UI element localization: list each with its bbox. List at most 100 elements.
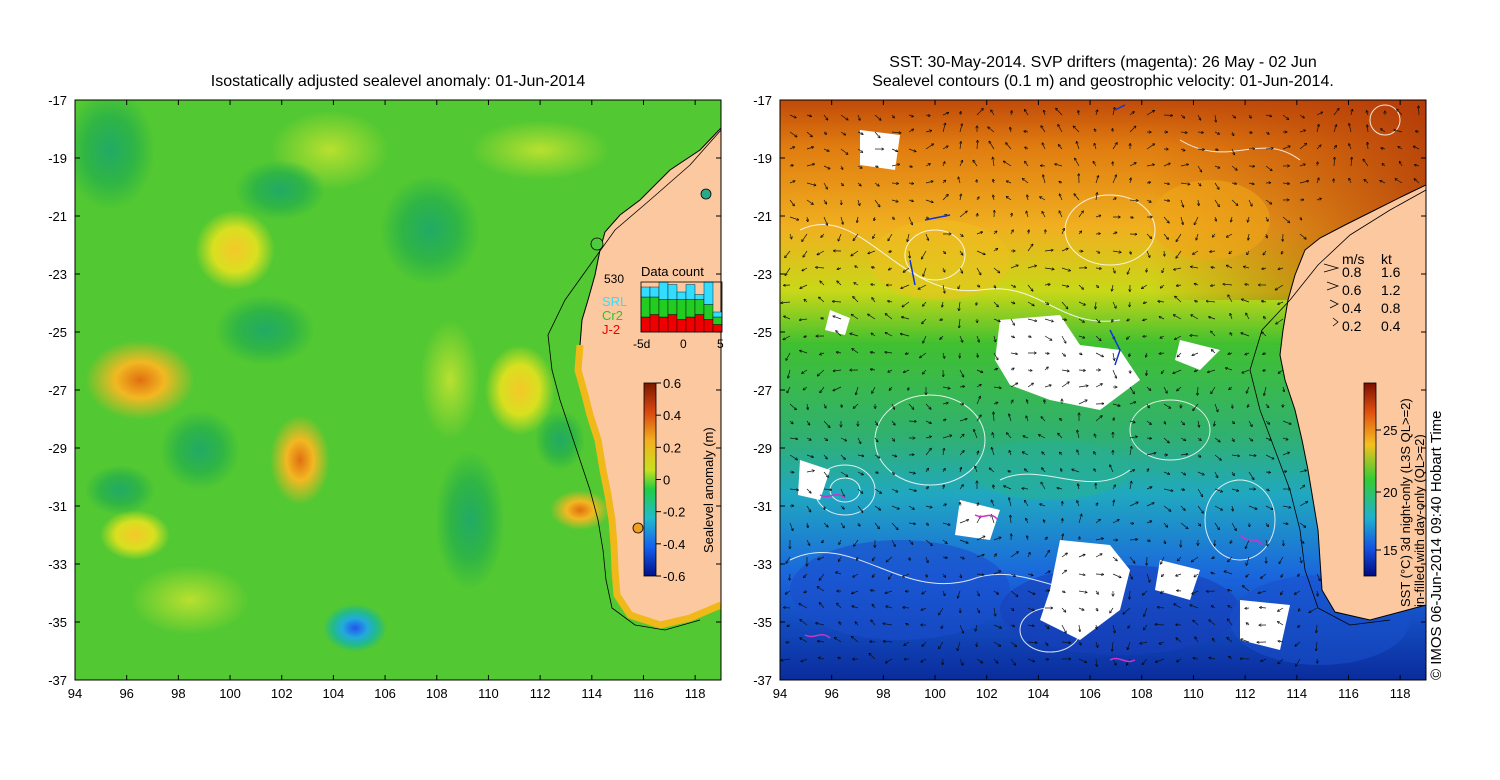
velocity-arrow	[888, 369, 893, 372]
velocity-arrow	[891, 488, 897, 492]
velocity-arrow	[1258, 590, 1267, 593]
velocity-arrow	[1245, 353, 1250, 355]
data-count-bar-j2	[667, 314, 678, 333]
velocity-arrow	[823, 489, 831, 490]
velocity-arrow	[926, 523, 928, 525]
velocity-arrow	[800, 284, 808, 288]
velocity-arrow	[1249, 114, 1251, 118]
velocity-arrow	[1163, 216, 1169, 223]
velocity-arrow	[1282, 216, 1289, 223]
velocity-arrow	[857, 437, 861, 443]
right-y-tick-label: -29	[753, 441, 772, 456]
velocity-arrow	[923, 369, 927, 374]
velocity-arrow	[886, 606, 893, 609]
velocity-arrow	[908, 386, 909, 390]
velocity-arrow	[993, 318, 1000, 321]
sla-colorbar-label: Sealevel anomaly (m)	[701, 427, 716, 553]
velocity-arrow	[820, 386, 825, 393]
velocity-arrow	[976, 232, 982, 235]
velocity-arrow	[1164, 420, 1165, 424]
velocity-arrow	[884, 641, 893, 642]
velocity-arrow	[993, 624, 1001, 628]
velocity-arrow	[942, 539, 947, 543]
velocity-arrow	[1173, 369, 1182, 373]
velocity-arrow	[908, 216, 912, 225]
sla-colorbar: 0.6 0.4 0.2 0 -0.2 -0.4 -0.6 Sealevel anomaly …	[643, 376, 716, 584]
data-count-bar-cr2	[676, 299, 687, 320]
velocity-arrow	[1112, 108, 1115, 116]
left-x-tick-label: 94	[68, 686, 82, 701]
velocity-arrow	[1044, 571, 1050, 575]
velocity-arrow	[1214, 199, 1219, 206]
velocity-arrow	[1241, 639, 1250, 643]
velocity-arrow	[1246, 386, 1250, 393]
velocity-arrow	[840, 454, 845, 459]
velocity-arrow	[943, 485, 944, 490]
velocity-arrow	[1163, 200, 1169, 201]
velocity-arrow	[1278, 641, 1284, 642]
velocity-arrow	[1309, 607, 1318, 612]
velocity-arrow	[1112, 175, 1116, 184]
velocity-arrow	[891, 539, 895, 546]
velocity-arrow	[1011, 213, 1012, 218]
velocity-arrow	[993, 369, 997, 370]
velocity-arrow	[1215, 216, 1216, 221]
velocity-arrow	[1010, 573, 1015, 576]
velocity-arrow	[857, 182, 861, 186]
velocity-arrow	[923, 301, 927, 306]
velocity-arrow	[1265, 522, 1268, 526]
velocity-arrow	[1248, 437, 1253, 441]
tide-gauge-marker	[632, 522, 644, 534]
velocity-arrow	[959, 301, 960, 310]
velocity-arrow	[1072, 469, 1080, 473]
velocity-arrow	[908, 539, 913, 544]
velocity-arrow	[1248, 199, 1252, 206]
velocity-arrow	[1129, 200, 1138, 201]
velocity-arrow	[1146, 352, 1147, 357]
data-count-bar-j2	[640, 316, 651, 333]
velocity-arrow	[1333, 109, 1339, 116]
velocity-arrow	[975, 466, 978, 473]
velocity-arrow	[942, 522, 950, 525]
velocity-arrow	[905, 353, 910, 354]
right-y-tick-label: -31	[753, 499, 772, 514]
velocity-arrow	[921, 607, 927, 610]
left-x-tick-label: 114	[581, 686, 602, 701]
sla-colorbar-tick: -0.4	[663, 537, 685, 552]
velocity-arrow	[1265, 472, 1270, 473]
velocity-arrow	[1214, 182, 1219, 189]
velocity-arrow	[856, 386, 859, 394]
velocity-arrow	[1299, 485, 1304, 490]
velocity-arrow	[818, 556, 825, 559]
data-count-bar-srl	[649, 286, 660, 298]
velocity-arrow	[1078, 555, 1085, 558]
velocity-arrow	[1025, 110, 1029, 116]
velocity-arrow	[1334, 157, 1335, 167]
velocity-arrow	[925, 449, 931, 456]
velocity-arrow	[838, 233, 842, 241]
velocity-arrow	[1027, 590, 1035, 594]
velocity-arrow	[1349, 179, 1352, 184]
velocity-arrow	[942, 146, 948, 150]
velocity-arrow	[960, 573, 961, 578]
velocity-arrow	[1278, 658, 1284, 664]
velocity-arrow	[1093, 162, 1097, 167]
velocity-arrow	[977, 352, 978, 357]
velocity-arrow	[888, 233, 893, 240]
velocity-arrow	[1143, 590, 1148, 595]
velocity-arrow	[789, 199, 794, 206]
velocity-arrow	[1282, 505, 1291, 508]
velocity-arrow	[1042, 452, 1046, 456]
velocity-arrow	[789, 403, 796, 409]
velocity-arrow	[857, 455, 864, 456]
velocity-arrow	[1027, 336, 1031, 337]
velocity-arrow	[1078, 318, 1084, 322]
legend-j2: J-2	[602, 322, 620, 337]
velocity-arrow	[1044, 353, 1049, 354]
velocity-arrow	[840, 437, 846, 441]
sst-colorbar: 25 20 15 SST (°C) 3d night-only (L3S QL>=2…	[1363, 382, 1427, 607]
velocity-arrow	[1110, 607, 1114, 613]
velocity-arrow	[1146, 199, 1151, 202]
velocity-arrow	[783, 335, 791, 340]
velocity-arrow	[939, 607, 944, 615]
